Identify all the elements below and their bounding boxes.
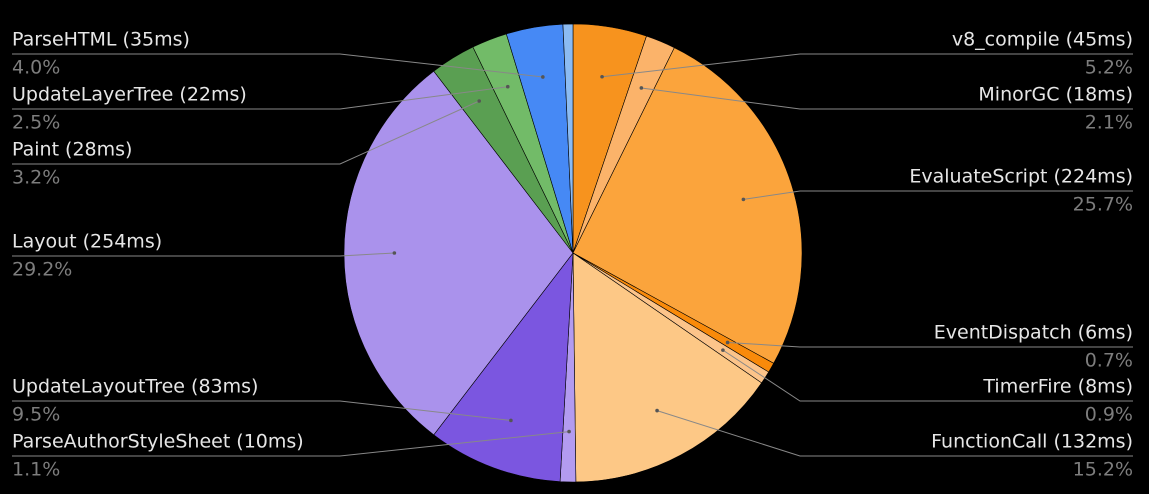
leader-dot (639, 86, 644, 90)
slice-percent: 0.7% (1085, 350, 1133, 372)
leader-line (601, 53, 1133, 78)
slice-percent: 25.7% (1073, 194, 1133, 216)
leader-dot (509, 418, 513, 423)
leader-line (12, 86, 508, 110)
leader-dot (600, 74, 604, 79)
leader-line (12, 400, 511, 421)
pie-slice (433, 252, 574, 482)
slice-percent: 2.1% (1085, 112, 1133, 134)
leader-line (12, 431, 570, 457)
slice-percent: 29.2% (12, 259, 72, 281)
slice-percent: 1.1% (12, 459, 60, 481)
leader-dot (655, 408, 659, 413)
pie-slice (343, 70, 574, 436)
leader-line (12, 252, 395, 257)
slice-label: EvaluateScript (224ms) (909, 166, 1133, 188)
slice-percent: 0.9% (1085, 404, 1133, 426)
leader-line (722, 349, 1133, 402)
pie-slice (562, 23, 574, 254)
slice-label: TimerFire (8ms) (982, 376, 1133, 398)
leader-dot (741, 197, 746, 202)
slice-label: MinorGC (18ms) (978, 84, 1133, 106)
leader-line (727, 341, 1133, 348)
slice-percent: 4.0% (12, 57, 60, 79)
leader-dot (505, 84, 510, 89)
leader-dot (477, 99, 481, 103)
slice-label: ParseHTML (35ms) (12, 29, 190, 51)
leader-line (743, 190, 1133, 200)
slice-label: UpdateLayoutTree (83ms) (12, 376, 258, 398)
pie-slice (572, 252, 763, 483)
slice-label: FunctionCall (132ms) (931, 431, 1133, 453)
leader-dot (541, 75, 545, 79)
slice-percent: 15.2% (1073, 459, 1133, 481)
leader-line (641, 87, 1133, 110)
leader-line (12, 53, 543, 78)
leader-dot (567, 429, 571, 434)
slice-label: Paint (28ms) (12, 139, 132, 161)
slice-percent: 2.5% (12, 112, 60, 134)
leader-line (12, 100, 480, 165)
leader-line (656, 410, 1133, 457)
leader-dot (392, 251, 397, 255)
slice-percent: 5.2% (1085, 57, 1133, 79)
slice-percent: 9.5% (12, 404, 60, 426)
slice-label: v8_compile (45ms) (952, 29, 1133, 51)
leader-dot (721, 348, 725, 352)
slice-label: UpdateLayerTree (22ms) (12, 84, 247, 106)
slice-label: ParseAuthorStyleSheet (10ms) (12, 431, 304, 453)
leader-dot (725, 340, 730, 345)
slice-label: EventDispatch (6ms) (934, 322, 1133, 344)
slice-label: Layout (254ms) (12, 231, 162, 253)
slice-percent: 3.2% (12, 167, 60, 189)
